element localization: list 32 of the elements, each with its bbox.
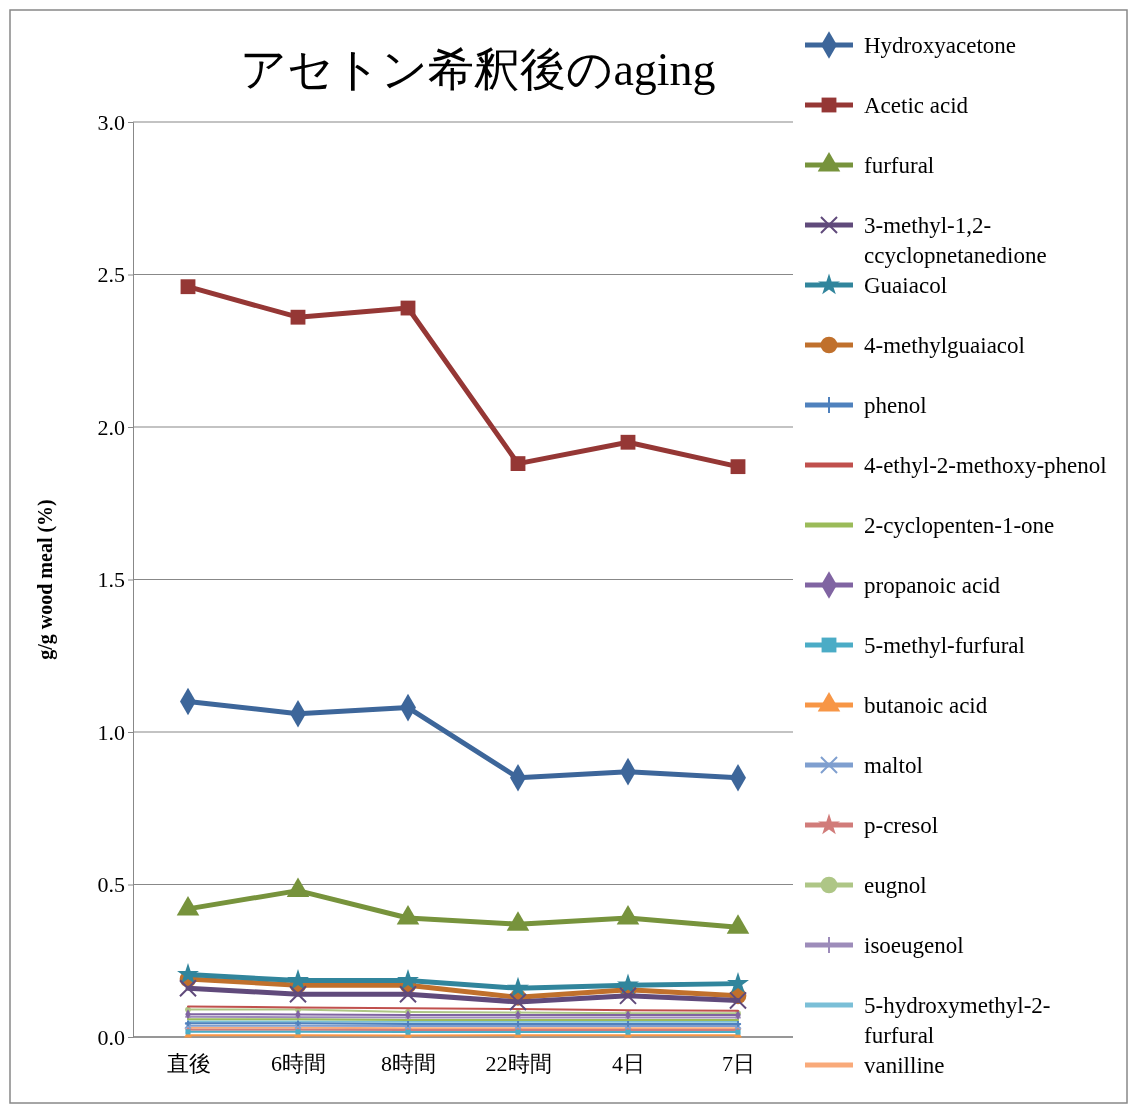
legend-label: furfural — [864, 153, 935, 178]
y-tick-label: 0.5 — [97, 872, 125, 898]
legend-label: Guaiacol — [864, 273, 948, 298]
y-tick-label: 1.0 — [97, 719, 125, 745]
legend-label: propanoic acid — [864, 573, 1001, 598]
y-tick-label: 2.5 — [97, 262, 125, 288]
y-tick-label: 1.5 — [97, 567, 125, 593]
x-tick-label: 7日 — [722, 1050, 755, 1076]
y-tick-label: 2.0 — [97, 414, 125, 440]
x-tick-label: 4日 — [612, 1050, 645, 1076]
x-tick-label: 6時間 — [271, 1050, 326, 1076]
x-tick-label: 直後 — [166, 1050, 211, 1076]
legend-label: Hydroxyacetone — [864, 33, 1016, 58]
legend-label: p-cresol — [864, 813, 939, 838]
x-tick-label: 22時間 — [485, 1050, 552, 1076]
legend-label: maltol — [864, 753, 923, 778]
legend-label: Acetic acid — [864, 93, 969, 118]
legend-label: 5-methyl-furfural — [864, 633, 1025, 658]
y-axis-title: g/g wood meal (%) — [34, 499, 57, 660]
legend-label: butanoic acid — [864, 693, 988, 718]
x-tick-label: 8時間 — [381, 1050, 436, 1076]
legend-label: vanilline — [864, 1053, 945, 1078]
legend-label: 4-ethyl-2-methoxy-phenol — [864, 453, 1107, 478]
legend-label: 3-methyl-1,2-ccyclopnetanedione — [864, 213, 1047, 268]
legend-label: 4-methylguaiacol — [864, 333, 1025, 358]
legend-label: 2-cyclopenten-1-one — [864, 513, 1055, 538]
legend-label: phenol — [864, 393, 927, 418]
legend-label: eugnol — [864, 873, 927, 898]
y-tick-label: 0.0 — [97, 1024, 125, 1050]
y-tick-label: 3.0 — [97, 109, 125, 135]
legend-label: isoeugenol — [864, 933, 964, 958]
chart-title: アセトン希釈後のaging — [240, 44, 716, 95]
